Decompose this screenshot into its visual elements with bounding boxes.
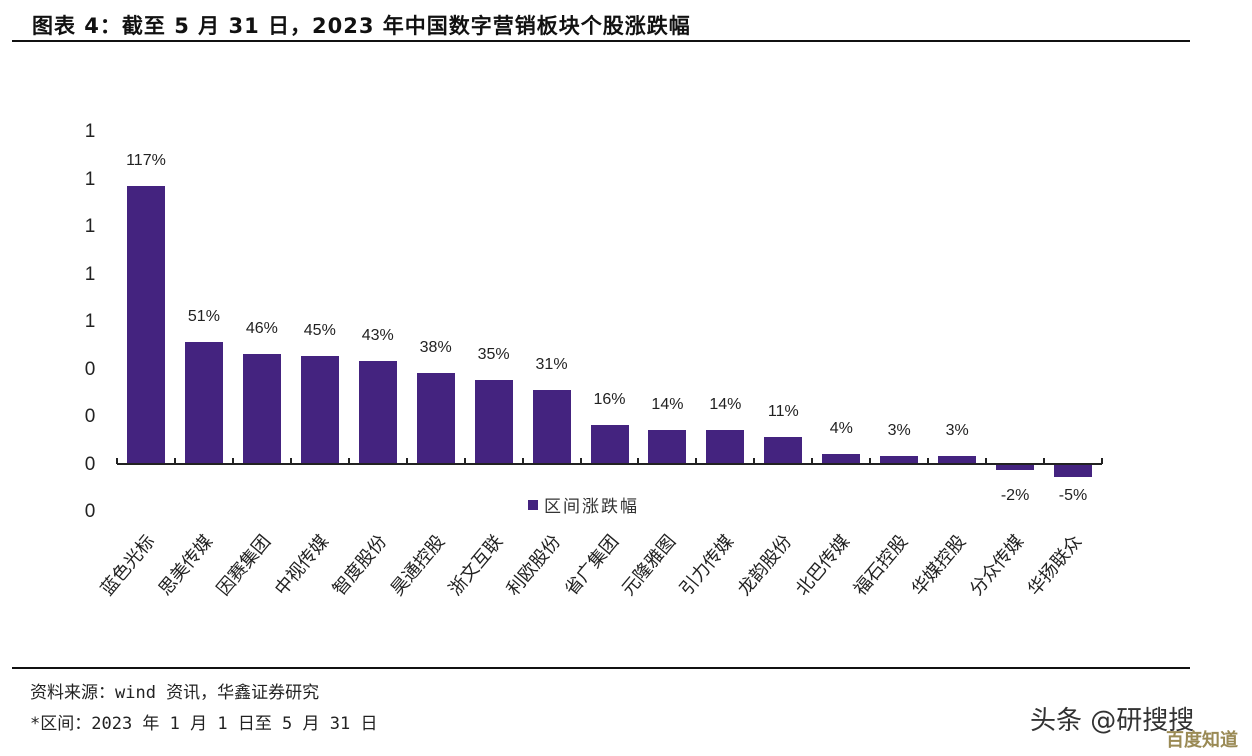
y-tick-label: 0 [84,406,96,427]
bar-value-label: 35% [477,346,510,364]
bar-12 [822,453,861,463]
bar-value-label: 46% [245,319,278,337]
bar-value-label: 4% [829,419,853,437]
x-axis-tick [1043,458,1046,464]
x-axis-tick [463,458,466,464]
bar-14 [938,455,977,463]
bar-5 [416,372,455,463]
bar-value-label: 16% [593,391,626,409]
x-axis-tick [695,458,698,464]
x-axis-tick [347,458,350,464]
x-axis-tick [173,458,176,464]
x-axis-tick [1101,458,1103,464]
bar-value-label: -2% [1000,487,1030,504]
x-axis-tick [116,458,118,464]
bar-value-label: 117% [126,151,166,169]
x-axis-tick [405,458,408,464]
y-tick-label: 0 [84,501,96,522]
y-tick-label: 1 [84,121,96,142]
bar-0 [126,185,165,463]
y-tick-label: 1 [84,263,96,285]
bar-value-label: 14% [651,395,684,413]
bar-10 [706,429,745,463]
bar-value-label: 31% [535,355,568,373]
x-axis-tick [521,458,524,464]
bar-4 [358,361,397,463]
bar-value-label: 11% [767,402,799,420]
legend-swatch [528,499,538,510]
x-axis-tick [231,458,234,464]
x-axis-line [117,463,1102,465]
bar-3 [300,356,339,463]
bar-13 [880,455,919,463]
bar-7 [532,389,571,463]
bar-value-label: 43% [361,327,394,345]
bar-value-label: 3% [887,421,911,439]
bar-2 [242,353,281,463]
bottom-rule [12,667,1190,669]
y-tick-label: 1 [84,168,96,190]
y-tick-label: 0 [84,453,96,475]
bar-value-label: 45% [303,322,336,340]
x-axis-tick [289,458,292,464]
bar-value-label: 14% [709,395,742,413]
bar-1 [184,342,223,463]
legend: 区间涨跌幅 [528,492,639,517]
chart-title: 图表 4：截至 5 月 31 日，2023 年中国数字营销板块个股涨跌幅 [32,14,691,38]
bar-15 [996,465,1035,470]
bar-9 [648,429,687,463]
x-axis-tick [811,458,814,464]
watermark-sub: 百度知道 [1166,730,1238,751]
bar-16 [1054,465,1093,477]
x-axis-tick [579,458,582,464]
bar-8 [590,425,629,463]
legend-label: 区间涨跌幅 [544,497,639,517]
source-note: 资料来源：wind 资讯，华鑫证券研究 [30,683,320,703]
y-tick-label: 1 [84,311,96,332]
bar-value-label: 51% [187,308,220,326]
watermark: 头条 @研搜搜 [1030,706,1195,736]
x-axis-tick [927,458,930,464]
x-axis-tick [637,458,640,464]
bar-11 [764,436,803,463]
y-tick-label: 1 [84,216,96,237]
x-axis-tick [869,458,872,464]
top-rule [12,40,1190,42]
bar-value-label: 38% [419,338,452,356]
bar-value-label: -5% [1058,487,1088,504]
period-note: *区间：2023 年 1 月 1 日至 5 月 31 日 [30,714,378,734]
bar-6 [474,380,513,463]
x-axis-tick [985,458,988,464]
x-axis-tick [753,458,756,464]
y-tick-label: 0 [84,358,96,380]
bar-value-label: 3% [945,421,969,439]
